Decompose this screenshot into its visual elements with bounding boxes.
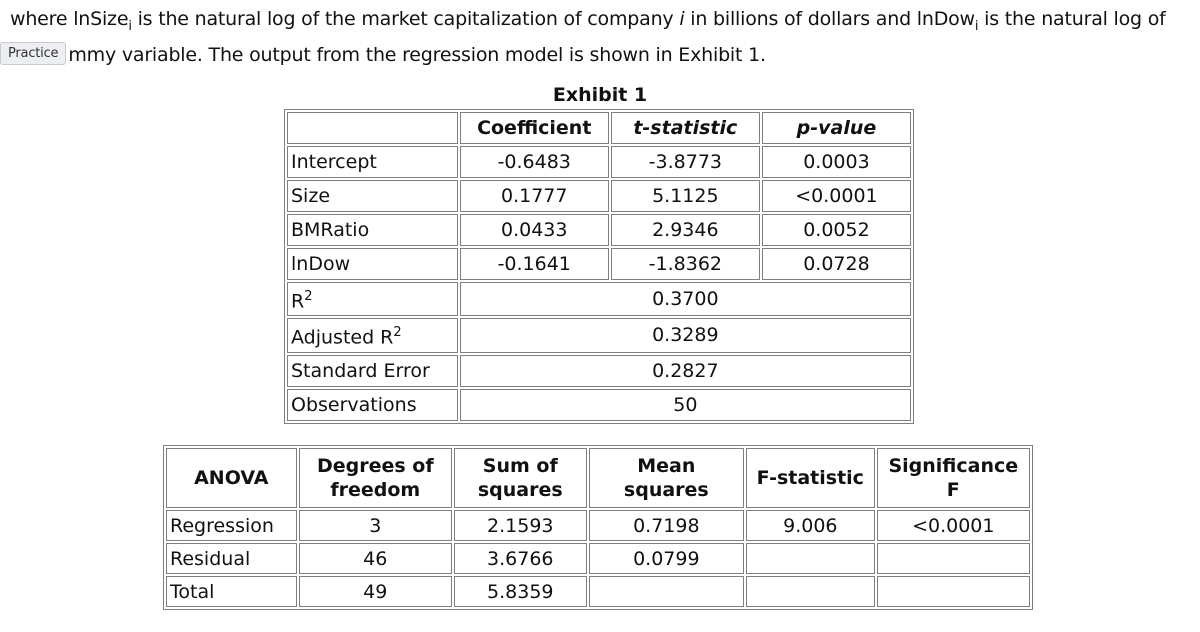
superscript: 2 bbox=[393, 325, 402, 341]
coefficient-cell: 0.1777 bbox=[459, 180, 609, 212]
ss-cell: 3.6766 bbox=[453, 543, 587, 574]
paragraph-line-2: Practice mmy variable. The output from th… bbox=[0, 42, 766, 67]
superscript: 2 bbox=[304, 289, 313, 304]
text-segment: where lnSize bbox=[10, 8, 129, 30]
f-stat-cell bbox=[746, 576, 875, 607]
row-label: Size bbox=[287, 180, 458, 212]
df-cell: 46 bbox=[298, 543, 452, 574]
row-label: lnDow bbox=[287, 248, 458, 280]
italic-variable: i bbox=[679, 8, 685, 30]
f-stat-cell: 9.006 bbox=[746, 510, 875, 541]
practice-badge[interactable]: Practice bbox=[0, 42, 67, 65]
anova-header-cell: F-statistic bbox=[746, 448, 875, 508]
anova-header-row: ANOVA Degrees of freedom Sum of squares … bbox=[166, 448, 1030, 508]
row-label: Residual bbox=[166, 543, 297, 574]
table-row: Observations 50 bbox=[287, 388, 911, 421]
exhibit-title: Exhibit 1 bbox=[552, 84, 648, 106]
ss-cell: 5.8359 bbox=[453, 576, 587, 607]
coefficient-cell: -0.6483 bbox=[459, 146, 609, 178]
ms-cell bbox=[588, 576, 745, 607]
coefficient-cell: 0.0433 bbox=[459, 214, 609, 246]
table-row: Intercept -0.6483 -3.8773 0.0003 bbox=[287, 146, 911, 178]
stat-value: 0.3700 bbox=[459, 282, 911, 317]
table-row: Adjusted R2 0.3289 bbox=[287, 318, 911, 353]
coefficient-cell: -0.1641 bbox=[459, 248, 609, 280]
stat-value: 0.2827 bbox=[459, 354, 911, 387]
stat-label-text: R bbox=[291, 290, 305, 313]
df-cell: 49 bbox=[298, 576, 452, 607]
text-segment: is the natural log of bbox=[978, 8, 1166, 30]
anova-header-cell: Sum of squares bbox=[453, 448, 587, 508]
anova-header-cell: ANOVA bbox=[166, 448, 297, 508]
subscript: i bbox=[128, 18, 132, 34]
f-stat-cell bbox=[746, 543, 875, 574]
stat-label: Adjusted R2 bbox=[287, 318, 458, 353]
line-2-text: mmy variable. The output from the regres… bbox=[68, 44, 766, 66]
row-label: Regression bbox=[166, 510, 297, 541]
p-value-cell: 0.0052 bbox=[761, 214, 911, 246]
stat-value: 50 bbox=[459, 388, 911, 421]
row-label: Intercept bbox=[287, 146, 458, 178]
p-value-cell: 0.0003 bbox=[761, 146, 911, 178]
p-value-cell: 0.0728 bbox=[761, 248, 911, 280]
anova-header-cell: Degrees of freedom bbox=[298, 448, 452, 508]
row-label: Total bbox=[166, 576, 297, 607]
anova-header-cell: Mean squares bbox=[588, 448, 745, 508]
header-cell: t-statistic bbox=[610, 112, 760, 144]
text-segment: in billions of dollars and lnDow bbox=[684, 8, 975, 30]
table-row: lnDow -0.1641 -1.8362 0.0728 bbox=[287, 248, 911, 280]
stat-value: 0.3289 bbox=[459, 318, 911, 353]
header-cell: Coefficient bbox=[459, 112, 609, 144]
table-row: Residual 46 3.6766 0.0799 bbox=[166, 543, 1030, 574]
ss-cell: 2.1593 bbox=[453, 510, 587, 541]
table-header-row: Coefficient t-statistic p-value bbox=[287, 112, 911, 144]
t-stat-cell: 5.1125 bbox=[610, 180, 760, 212]
t-stat-cell: -3.8773 bbox=[610, 146, 760, 178]
table-row: Size 0.1777 5.1125 <0.0001 bbox=[287, 180, 911, 212]
anova-header-cell: Significance F bbox=[876, 448, 1030, 508]
subscript: i bbox=[974, 18, 979, 34]
significance-cell bbox=[876, 543, 1030, 574]
stat-label: Standard Error bbox=[287, 354, 458, 387]
row-label: BMRatio bbox=[287, 214, 458, 246]
table-row: Regression 3 2.1593 0.7198 9.006 <0.0001 bbox=[166, 510, 1030, 541]
table-row: Total 49 5.8359 bbox=[166, 576, 1030, 607]
significance-cell: <0.0001 bbox=[876, 510, 1030, 541]
p-value-cell: <0.0001 bbox=[761, 180, 911, 212]
text-segment: is the natural log of the market capital… bbox=[131, 8, 680, 30]
df-cell: 3 bbox=[298, 510, 452, 541]
table-row: R2 0.3700 bbox=[287, 282, 911, 317]
t-stat-cell: 2.9346 bbox=[610, 214, 760, 246]
header-cell bbox=[287, 112, 458, 144]
paragraph-line-1: where lnSizei is the natural log of the … bbox=[10, 8, 1166, 34]
table-row: BMRatio 0.0433 2.9346 0.0052 bbox=[287, 214, 911, 246]
header-cell: p-value bbox=[761, 112, 911, 144]
table-row: Standard Error 0.2827 bbox=[287, 354, 911, 387]
ms-cell: 0.7198 bbox=[588, 510, 745, 541]
stat-label: Observations bbox=[287, 388, 458, 421]
t-stat-cell: -1.8362 bbox=[610, 248, 760, 280]
ms-cell: 0.0799 bbox=[588, 543, 745, 574]
anova-table: ANOVA Degrees of freedom Sum of squares … bbox=[163, 445, 1033, 610]
significance-cell bbox=[876, 576, 1030, 607]
stat-label: R2 bbox=[287, 282, 458, 317]
regression-table: Coefficient t-statistic p-value Intercep… bbox=[284, 109, 914, 424]
stat-label-text: Adjusted R bbox=[291, 326, 394, 349]
